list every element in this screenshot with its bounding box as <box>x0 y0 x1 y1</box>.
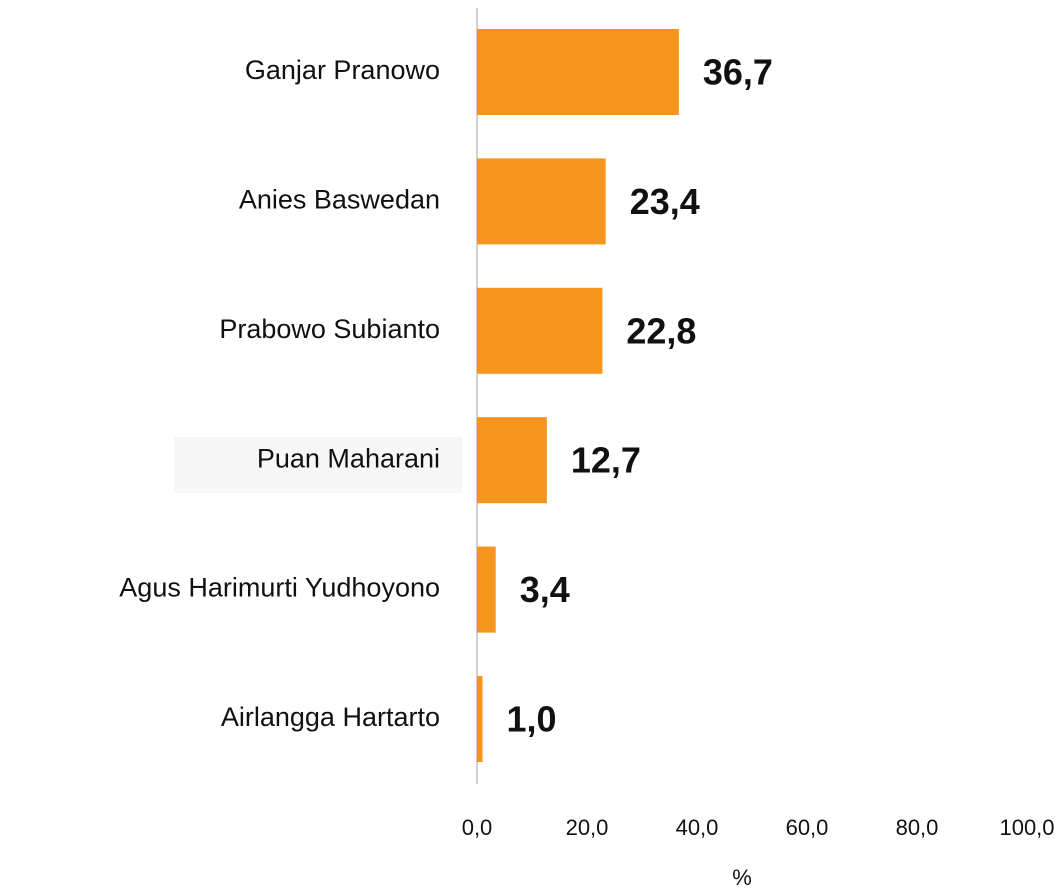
label-highlight <box>174 437 462 493</box>
category-label: Prabowo Subianto <box>219 314 440 344</box>
x-tick-label: 40,0 <box>676 815 719 840</box>
category-label: Puan Maharani <box>257 443 440 473</box>
x-tick-label: 0,0 <box>462 815 493 840</box>
x-tick-label: 20,0 <box>566 815 609 840</box>
bar <box>477 158 606 245</box>
value-label: 1,0 <box>507 699 557 740</box>
value-label: 36,7 <box>703 52 773 93</box>
value-label: 3,4 <box>520 569 570 610</box>
bar <box>477 29 679 115</box>
category-label: Airlangga Hartarto <box>221 702 440 732</box>
value-label: 12,7 <box>571 440 641 481</box>
category-label: Agus Harimurti Yudhoyono <box>119 573 440 603</box>
bar <box>477 546 496 633</box>
x-axis-label: % <box>732 865 752 889</box>
category-label: Ganjar Pranowo <box>245 55 440 85</box>
bar <box>477 676 483 762</box>
category-label: Anies Baswedan <box>239 185 440 215</box>
value-label: 23,4 <box>630 181 700 222</box>
bar <box>477 287 603 374</box>
bar <box>477 417 547 504</box>
x-tick-label: 60,0 <box>786 815 829 840</box>
x-tick-label: 100,0 <box>999 815 1054 840</box>
x-tick-label: 80,0 <box>896 815 939 840</box>
value-label: 22,8 <box>626 310 696 351</box>
